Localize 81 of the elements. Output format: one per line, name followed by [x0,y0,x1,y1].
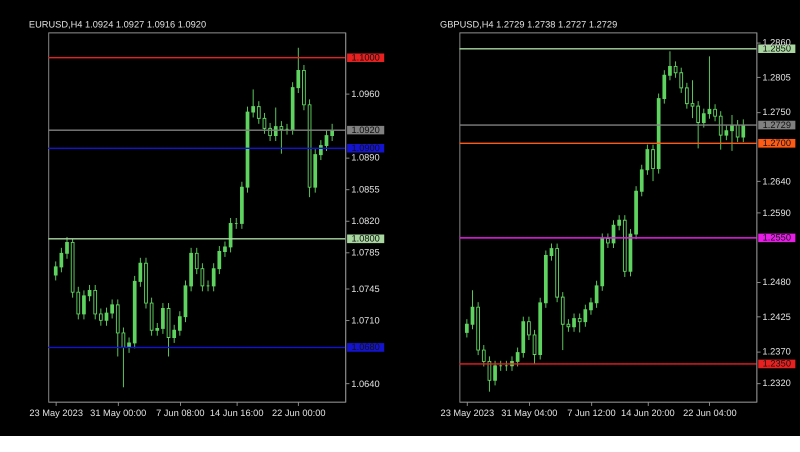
candlestick [172,324,176,344]
y-tick-label: 1.2425 [762,312,791,322]
candlestick [702,108,706,128]
candlestick [550,243,554,262]
candlestick [104,307,108,326]
ref-line-label: 1.2550 [762,232,791,243]
x-tick-label: 14 Jun 20:00 [621,408,675,418]
y-tick-label: 1.0890 [351,152,380,163]
x-tick-label: 7 Jun 08:00 [156,408,205,418]
candlestick [296,47,300,94]
candlestick [679,67,684,94]
candlestick [54,260,58,281]
x-tick-label: 23 May 2023 [29,408,83,418]
candlestick [212,262,216,292]
ref-line-label: 1.2729 [762,120,791,130]
x-tick-label: 14 Jun 16:00 [210,408,264,418]
candlestick [578,313,582,333]
candlestick [662,70,666,104]
candlestick [280,120,284,154]
candlestick [465,318,469,338]
candlestick [696,100,700,149]
candlestick [589,297,593,316]
candlestick [155,322,160,336]
x-tick-label: 23 May 2023 [440,408,494,418]
candlestick [646,144,650,176]
ref-line-label: 1.0920 [351,124,380,135]
candlestick [724,125,728,141]
candlestick [251,88,256,118]
candlestick [690,80,694,119]
ref-line-label: 1.0680 [351,342,380,352]
x-tick-label: 31 May 04:00 [501,408,558,418]
x-tick-label: 7 Jun 12:00 [567,408,616,418]
y-tick-label: 1.0855 [351,184,380,194]
y-tick-label: 1.2370 [762,346,791,357]
candlestick [606,232,610,248]
candlestick [612,220,616,248]
x-tick-label: 31 May 00:00 [90,408,146,418]
candlestick [516,347,520,367]
y-tick-label: 1.2590 [762,208,791,218]
candlestick [194,247,199,275]
candlestick [617,214,622,231]
y-tick-label: 1.0640 [351,378,380,389]
y-tick-label: 1.2750 [762,107,791,118]
candlestick [651,144,655,182]
y-tick-label: 1.2320 [762,378,791,388]
candlestick [217,246,222,275]
ref-line-label: 1.2350 [762,358,791,369]
candlestick [730,114,734,152]
y-tick-label: 1.0710 [351,316,380,326]
candlestick [110,298,114,319]
y-tick-label: 1.0820 [351,216,380,226]
ref-line-label: 1.0800 [351,234,380,244]
candlestick [685,82,689,110]
ref-line-label: 1.2700 [762,138,791,148]
candlestick [640,164,644,197]
candlestick [65,236,69,260]
x-tick-label: 22 Jun 00:00 [272,408,326,418]
candlestick [200,262,204,292]
y-tick-label: 1.0960 [351,89,380,100]
y-tick-label: 1.2480 [762,277,791,288]
candlestick [98,308,103,326]
candlestick [93,284,98,320]
chart-title: GBPUSD,H4 1.2729 1.2738 1.2727 1.2729 [440,20,618,30]
candlestick [178,310,182,336]
y-tick-label: 1.2640 [762,176,791,186]
candlestick [256,100,261,124]
candlestick [324,130,328,152]
candlestick [138,257,142,288]
y-tick-label: 1.2805 [762,72,791,82]
candlestick [76,286,80,320]
ref-line-label: 1.0900 [351,143,380,154]
x-tick-label: 22 Jun 04:00 [683,408,737,418]
candlestick [482,344,486,367]
y-tick-label: 1.0785 [351,248,380,258]
candlestick [60,247,64,273]
y-tick-label: 1.0745 [351,284,380,294]
chart-title: EURUSD,H4 1.0924 1.0927 1.0916 1.0920 [28,20,206,30]
candlestick [583,304,588,328]
candlestick [594,280,598,308]
candlestick [470,290,474,330]
ref-line-label: 1.1000 [351,52,380,63]
